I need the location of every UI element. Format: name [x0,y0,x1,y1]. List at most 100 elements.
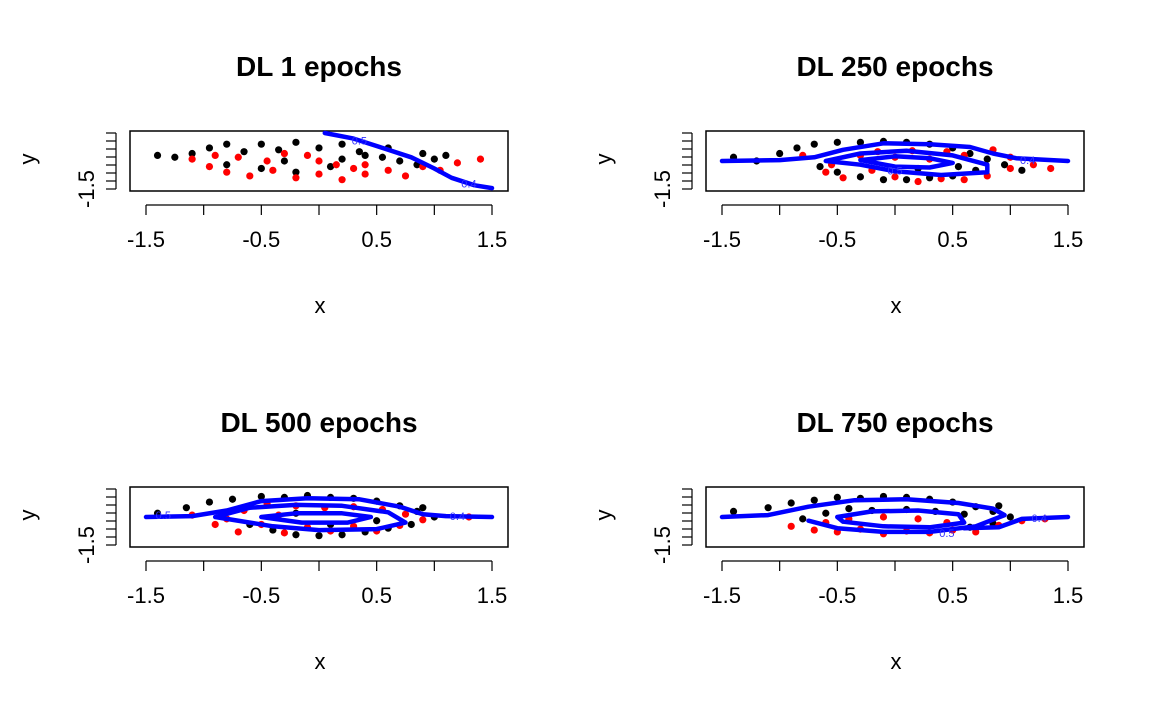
scatter-point [954,163,963,171]
scatter-point [442,151,450,159]
decision-contour [259,511,374,525]
contour-label: 0.4 [461,178,476,190]
scatter-point [338,155,346,163]
chart-title: DL 250 epochs [796,51,993,82]
x-tick-label: 1.5 [477,227,508,252]
scatter-point [257,140,265,148]
scatter-point [338,140,346,148]
scatter-point [257,492,265,501]
scatter-point [401,510,410,518]
contour-label: 0.5 [352,135,367,147]
x-tick-label: -1.5 [703,227,741,252]
scatter-point [453,159,461,167]
scatter-point [1006,164,1014,173]
x-tick-label: -0.5 [242,227,280,252]
scatter-point [234,153,242,161]
x-tick-label: -0.5 [242,583,280,608]
scatter-point [822,509,830,517]
scatter-point [246,172,254,180]
scatter-point [280,529,288,537]
plot-frame [705,486,1085,548]
scatter-point [332,161,340,169]
scatter-point [205,144,214,152]
scatter-point [793,144,801,152]
scatter-point [171,153,179,161]
decision-contour [719,497,1007,535]
chart-panel-3: DL 500 epochs -1.5 -0.5 0.5 1.5 x -1.5 y 0.5 0.4 [15,407,509,674]
scatter-point [879,176,888,184]
scatter-point [153,151,162,159]
scatter-point [833,138,841,146]
scatter-point [315,170,323,178]
y-tick-label: -1.5 [74,526,99,564]
scatter-point [845,505,853,513]
scatter-point [280,157,288,165]
scatter-point [378,153,387,161]
decision-contour [835,508,967,530]
x-axis-label: x [315,293,326,318]
x-tick-label: -0.5 [818,583,856,608]
x-axis-label: x [891,649,902,674]
x-tick-label: 1.5 [1053,583,1084,608]
scatter-point [902,176,911,184]
scatter-point [914,177,922,186]
plot-frame [129,130,509,192]
scatter-point [361,161,369,169]
scatter-point [856,138,865,146]
chart-title: DL 1 epochs [236,51,402,82]
y-tick-label: -1.5 [74,170,99,208]
scatter-point [476,155,485,163]
decision-contour [823,148,990,178]
scatter-point [810,140,818,148]
scatter-point [983,155,991,163]
scatter-point [361,170,369,178]
x-tick-label: 0.5 [361,227,392,252]
scatter-point [810,526,818,534]
scatter-point [891,173,899,181]
scatter-point [315,157,323,165]
scatter-point [960,510,968,518]
x-axis-label: x [891,293,902,318]
scatter-point [1029,161,1037,169]
scatter-point [879,513,888,521]
contour-label: 0.5 [156,510,171,522]
contour-label: 0.5 [939,528,954,540]
scatter-point [223,161,231,169]
scatter-point [211,151,219,159]
scatter-point [228,495,237,503]
y-axis-label: y [591,154,616,165]
scatter-point [729,507,738,515]
scatter-point [914,515,922,523]
scatter-point [799,515,807,523]
x-tick-label: -1.5 [703,583,741,608]
scatter-point [960,176,968,184]
scatter-point [1006,513,1014,521]
scatter-point [1000,161,1009,169]
scatter-point [223,168,231,176]
scatter-point [776,149,784,158]
scatter-point [292,531,300,539]
scatter-point [407,520,415,529]
x-tick-label: -1.5 [127,227,165,252]
plot-frame [705,130,1085,192]
x-tick-label: -0.5 [818,227,856,252]
scatter-point [257,164,265,173]
scatter-point [401,172,410,180]
plot-frame [129,486,509,548]
scatter-point [833,493,841,501]
y-axis-label: y [15,510,40,521]
scatter-point [280,149,288,158]
scatter-point [361,151,369,159]
scatter-point [188,149,196,158]
scatter-point [234,528,242,536]
scatter-point [269,166,277,174]
y-axis-label: y [15,154,40,165]
scatter-point [292,174,300,182]
scatter-point [419,516,427,524]
scatter-point [350,164,358,173]
scatter-point [275,146,283,154]
scatter-point [419,149,427,158]
scatter-point [787,522,795,530]
scatter-point [292,138,300,146]
